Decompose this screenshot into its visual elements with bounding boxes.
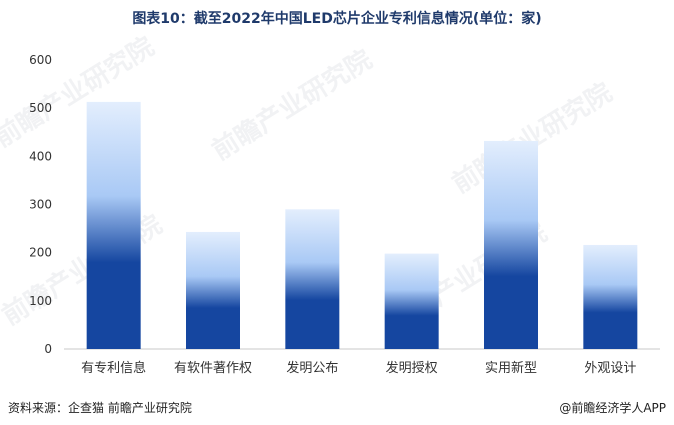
y-tick-label: 400 <box>29 149 52 163</box>
chart-title: 图表10：截至2022年中国LED芯片企业专利信息情况(单位：家) <box>132 11 542 27</box>
x-tick-label: 有软件著作权 <box>174 360 252 376</box>
bar-2 <box>186 231 240 349</box>
bar-1 <box>86 101 141 349</box>
x-tick-label: 外观设计 <box>584 361 636 376</box>
y-tick-label: 600 <box>29 53 52 67</box>
y-tick-label: 0 <box>44 342 52 356</box>
y-tick-label: 300 <box>29 198 52 212</box>
brand-note: @前瞻经济学人APP <box>559 401 666 415</box>
y-tick-label: 100 <box>29 294 52 308</box>
x-tick-label: 发明授权 <box>386 360 438 376</box>
bar-4 <box>384 253 439 349</box>
bar-6 <box>583 244 638 349</box>
y-tick-label: 500 <box>29 101 52 115</box>
bar-3 <box>285 209 340 349</box>
x-tick-label: 实用新型 <box>485 360 537 376</box>
x-tick-label: 发明公布 <box>286 360 338 376</box>
bar-5 <box>484 140 538 349</box>
x-tick-label: 有专利信息 <box>81 360 146 376</box>
source-note: 资料来源：企查猫 前瞻产业研究院 <box>8 401 192 415</box>
y-tick-label: 200 <box>29 246 52 260</box>
